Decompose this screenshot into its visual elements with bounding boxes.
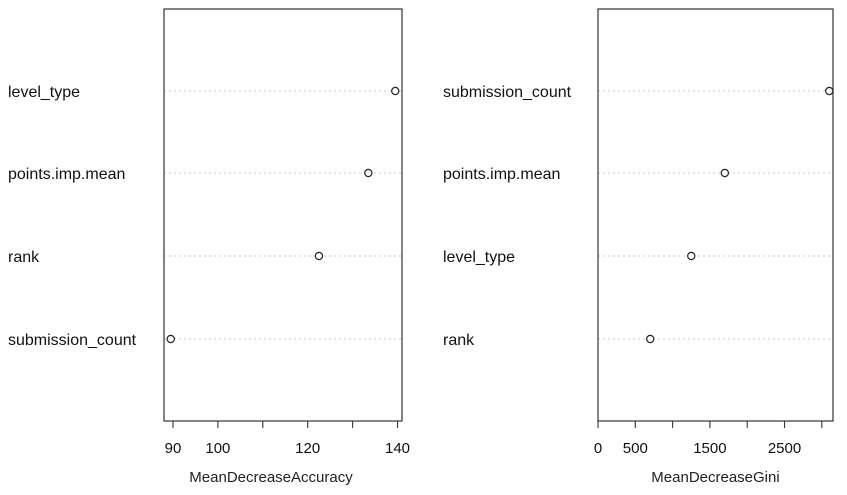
category-label-gini-0: submission_count <box>443 84 572 101</box>
category-label-accuracy-1: points.imp.mean <box>8 166 125 183</box>
category-label-accuracy-3: submission_count <box>8 332 137 349</box>
category-label-accuracy-0: level_type <box>8 84 80 101</box>
x-tick-label-accuracy-0: 90 <box>165 440 182 457</box>
data-point-gini-1 <box>720 168 730 178</box>
data-point-accuracy-2 <box>314 251 324 261</box>
data-point-gini-2 <box>687 251 696 261</box>
category-label-accuracy-2: rank <box>8 249 40 266</box>
plot-frame-gini <box>597 8 834 422</box>
x-tick-label-accuracy-3: 120 <box>295 440 320 457</box>
x-tick-label-gini-1: 500 <box>623 440 648 457</box>
mean-decrease-accuracy-panel: level_type points.imp.mean rank submission_… <box>8 8 410 486</box>
data-point-gini-3 <box>646 334 655 344</box>
data-point-accuracy-1 <box>364 168 373 178</box>
category-label-gini-3: rank <box>443 332 475 349</box>
data-point-gini-0 <box>825 86 834 96</box>
x-tick-label-accuracy-5: 140 <box>385 440 410 457</box>
data-point-accuracy-0 <box>391 86 400 96</box>
x-tick-label-gini-5: 2500 <box>768 440 801 457</box>
x-tick-label-gini-3: 1500 <box>693 440 726 457</box>
x-tick-label-gini-0: 0 <box>594 440 602 457</box>
plot-frame-accuracy <box>163 8 403 422</box>
data-point-accuracy-3 <box>166 334 175 344</box>
category-label-gini-2: level_type <box>443 249 515 266</box>
x-tick-label-accuracy-1: 100 <box>205 440 230 457</box>
x-axis-title-accuracy: MeanDecreaseAccuracy <box>189 469 353 486</box>
x-axis-title-gini: MeanDecreaseGini <box>651 469 779 486</box>
category-label-gini-1: points.imp.mean <box>443 166 560 183</box>
mean-decrease-gini-panel: submission_count points.imp.mean level_typ… <box>443 8 834 486</box>
